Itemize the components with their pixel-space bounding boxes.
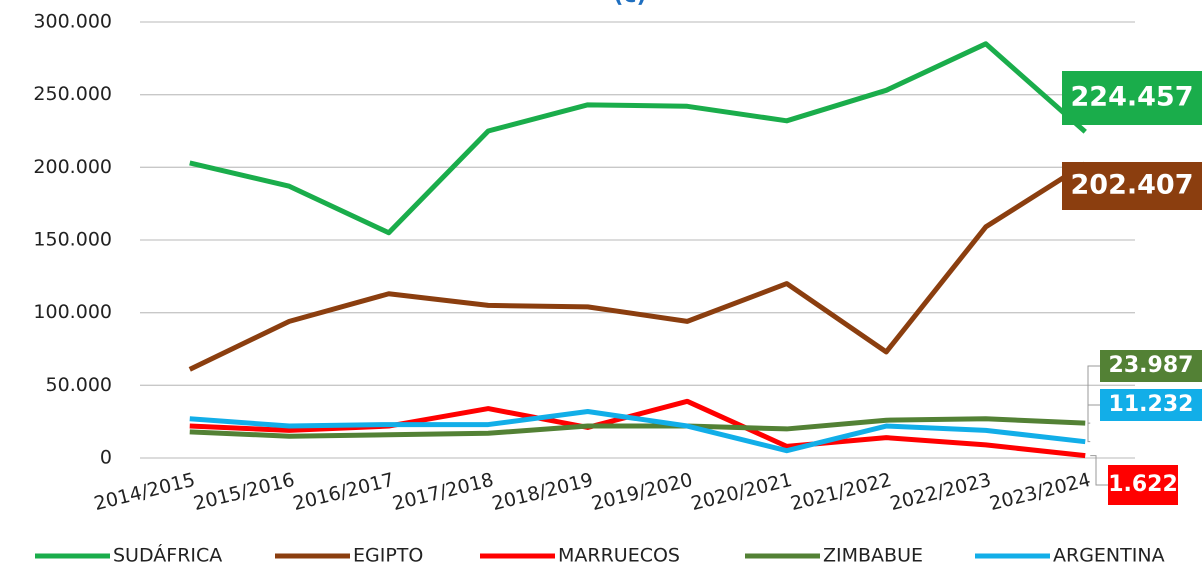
data-label: 23.987: [1109, 353, 1194, 378]
series-line: [189, 398, 1086, 459]
x-tick-label: 2015/2016: [191, 469, 296, 515]
y-tick-label: 50.000: [46, 374, 112, 396]
x-tick-label: 2018/2019: [490, 469, 595, 515]
x-tick-label: 2017/2018: [390, 469, 495, 515]
series-line: [189, 408, 1086, 454]
legend-label: EGIPTO: [353, 545, 423, 567]
data-label-box: [1062, 71, 1202, 125]
data-label: 11.232: [1109, 392, 1194, 417]
leader-line: [1087, 404, 1100, 443]
series-line: [189, 41, 1087, 236]
leader-line: [1090, 455, 1108, 486]
legend-label: ARGENTINA: [1053, 545, 1165, 567]
data-label: 224.457: [1071, 82, 1194, 113]
x-tick-label: 2022/2023: [888, 469, 993, 515]
data-label-box: [1108, 465, 1178, 505]
data-label-box: [1062, 162, 1202, 210]
x-tick-label: 2023/2024: [987, 469, 1092, 515]
y-tick-label: 200.000: [33, 156, 112, 178]
legend-label: ZIMBABUE: [823, 545, 923, 567]
series-line: [189, 416, 1086, 439]
y-tick-label: 300.000: [33, 11, 112, 33]
x-tick-label: 2014/2015: [92, 469, 197, 515]
x-tick-label: 2021/2022: [788, 469, 893, 515]
chart-title: (c): [613, 0, 646, 8]
data-label-box: [1100, 389, 1202, 421]
data-label: 1.622: [1108, 472, 1178, 497]
series-line: [188, 161, 1087, 372]
data-label-box: [1100, 350, 1202, 382]
y-tick-label: 0: [100, 447, 112, 469]
leader-line: [1087, 365, 1100, 424]
y-tick-label: 250.000: [33, 83, 112, 105]
x-tick-label: 2016/2017: [291, 469, 396, 515]
x-tick-label: 2020/2021: [689, 469, 794, 515]
y-tick-label: 150.000: [33, 229, 112, 251]
x-tick-label: 2019/2020: [589, 469, 694, 515]
data-label: 202.407: [1071, 170, 1194, 201]
legend-label: MARRUECOS: [558, 545, 680, 567]
y-tick-label: 100.000: [33, 301, 112, 323]
legend-label: SUDÁFRICA: [113, 544, 222, 567]
